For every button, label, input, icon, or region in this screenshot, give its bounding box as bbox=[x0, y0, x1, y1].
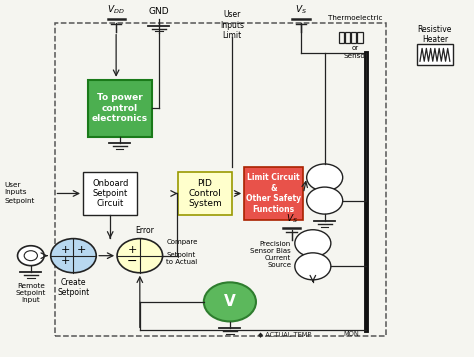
Bar bbox=[339, 32, 344, 43]
Bar bbox=[178, 172, 232, 215]
Text: PID
Control
System: PID Control System bbox=[188, 178, 222, 208]
Circle shape bbox=[307, 187, 343, 214]
Circle shape bbox=[117, 238, 163, 273]
Circle shape bbox=[307, 164, 343, 191]
Text: ◆ ACTUAL TEMP: ◆ ACTUAL TEMP bbox=[258, 331, 312, 337]
Text: V: V bbox=[224, 295, 236, 310]
Text: Error: Error bbox=[135, 226, 154, 235]
Circle shape bbox=[24, 251, 37, 261]
Text: MON: MON bbox=[344, 331, 359, 337]
Text: to Actual: to Actual bbox=[166, 259, 198, 265]
Bar bbox=[417, 44, 453, 65]
Text: User
Inputs
Limit: User Inputs Limit bbox=[220, 10, 244, 40]
Text: To power
control
electronics: To power control electronics bbox=[91, 93, 148, 123]
Text: Sensor: Sensor bbox=[343, 53, 368, 59]
Bar bbox=[357, 32, 363, 43]
Text: +: + bbox=[61, 245, 71, 255]
Text: $V_S$: $V_S$ bbox=[295, 3, 307, 16]
Text: Limit Circuit
&
Other Safety
Functions: Limit Circuit & Other Safety Functions bbox=[246, 174, 301, 213]
Text: $V_{DD}$: $V_{DD}$ bbox=[107, 3, 125, 16]
Text: Setpoint: Setpoint bbox=[166, 252, 196, 258]
Text: Resistive
Heater: Resistive Heater bbox=[418, 25, 452, 44]
Bar bbox=[55, 23, 386, 336]
Text: Thermoelectric: Thermoelectric bbox=[328, 15, 383, 21]
Text: Onboard
Setpoint
Circuit: Onboard Setpoint Circuit bbox=[92, 178, 128, 208]
Text: Compare: Compare bbox=[166, 239, 198, 245]
Text: +: + bbox=[128, 245, 137, 255]
Text: −: − bbox=[127, 255, 137, 268]
Text: GND: GND bbox=[148, 7, 169, 16]
Text: $V_S$: $V_S$ bbox=[285, 213, 298, 226]
Bar bbox=[244, 167, 303, 220]
Circle shape bbox=[295, 230, 331, 257]
Text: +: + bbox=[76, 245, 86, 255]
Bar bbox=[83, 172, 137, 215]
Text: Create
Setpoint: Create Setpoint bbox=[57, 278, 90, 297]
Bar bbox=[351, 32, 356, 43]
Bar bbox=[88, 80, 152, 137]
Text: Setpoint: Setpoint bbox=[5, 197, 35, 203]
Text: or: or bbox=[352, 45, 359, 51]
Text: Precision
Sensor Bias
Current
Source: Precision Sensor Bias Current Source bbox=[250, 241, 291, 268]
Text: +: + bbox=[61, 256, 71, 266]
Circle shape bbox=[204, 282, 256, 321]
Circle shape bbox=[295, 253, 331, 280]
Text: User
Inputs: User Inputs bbox=[5, 182, 27, 195]
Circle shape bbox=[18, 246, 44, 266]
Circle shape bbox=[51, 238, 96, 273]
Bar bbox=[345, 32, 350, 43]
Text: Remote
Setpoint
Input: Remote Setpoint Input bbox=[16, 283, 46, 303]
